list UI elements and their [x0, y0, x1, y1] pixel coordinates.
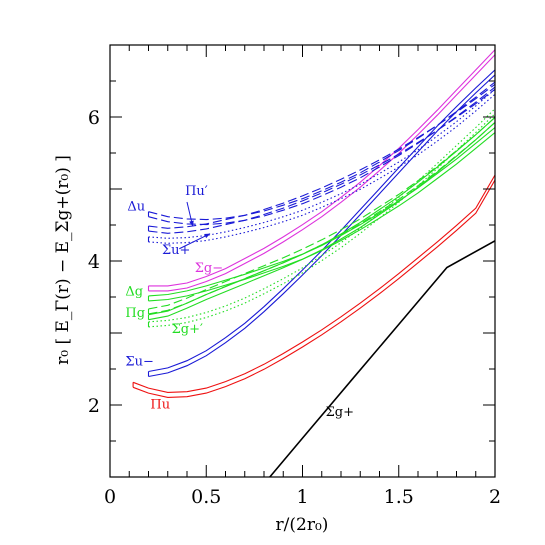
curve-label-u-blue: Δu	[127, 200, 145, 215]
x-tick-label: 1	[296, 486, 308, 508]
curve-label-g-black: Σg+	[326, 405, 354, 420]
series-line-g-3-1	[148, 54, 495, 292]
curve-label-u-blue: Πu′	[185, 184, 208, 199]
series-line-g-5-1	[148, 121, 495, 321]
series-g-black-0	[269, 240, 495, 477]
series-u-blue-10	[147, 88, 495, 244]
curves-layer	[132, 49, 495, 477]
series-line-unnamed-7-1	[148, 121, 495, 315]
curve-label-u-blue: Σu−	[125, 354, 153, 369]
x-tick-label: 0.5	[191, 486, 221, 508]
curve-label-g-green: Σg+′	[172, 322, 203, 337]
series-line-u-8-0	[148, 81, 495, 221]
series-line-u-2-1	[148, 74, 495, 378]
y-axis-label: r₀ [ E_Γ(r) − E_Σg+(r₀) ]	[53, 155, 73, 365]
series-line-u-9-1	[148, 88, 495, 234]
series-line-u-9-0	[148, 83, 495, 229]
series-line-unnamed-7-0	[148, 116, 495, 310]
series-unnamed-green-7	[147, 116, 495, 315]
series-g-green-6	[147, 108, 495, 328]
series-line-g-3-0	[148, 49, 495, 287]
y-tick-label: 2	[88, 395, 100, 417]
series-u-blue-9	[147, 83, 495, 234]
series-line-u-1-0	[132, 174, 495, 393]
series-g-magenta-3	[147, 49, 495, 292]
series-u-red-1	[132, 174, 495, 398]
label-pointer-line	[179, 233, 211, 250]
y-tick-label: 6	[88, 107, 100, 129]
curve-label-g-green: Πg	[125, 306, 145, 321]
x-tick-label: 2	[489, 486, 501, 508]
series-line-g-0-0	[269, 240, 495, 477]
series-line-g-4-0	[148, 127, 495, 297]
series-line-u-1-1	[132, 179, 495, 398]
series-u-blue-8	[147, 81, 495, 226]
curve-label-g-magenta: Σg−	[195, 261, 223, 276]
ticks-layer: 0 0.5 1 1.5 2 2 4 6	[88, 44, 501, 508]
x-axis-label: r/(2r₀)	[276, 515, 329, 535]
series-g-green-4	[147, 127, 495, 302]
x-tick-label: 1.5	[384, 486, 414, 508]
x-tick-label: 0	[104, 486, 116, 508]
y-tick-label: 4	[88, 251, 100, 273]
label-pointer-arrowhead	[204, 233, 211, 239]
label-pointer-arrowhead	[189, 220, 194, 227]
series-line-g-4-1	[148, 132, 495, 302]
curve-label-u-red: Πu	[150, 398, 170, 413]
series-line-u-8-1	[148, 86, 495, 226]
curve-label-g-green: Δg	[125, 285, 143, 300]
